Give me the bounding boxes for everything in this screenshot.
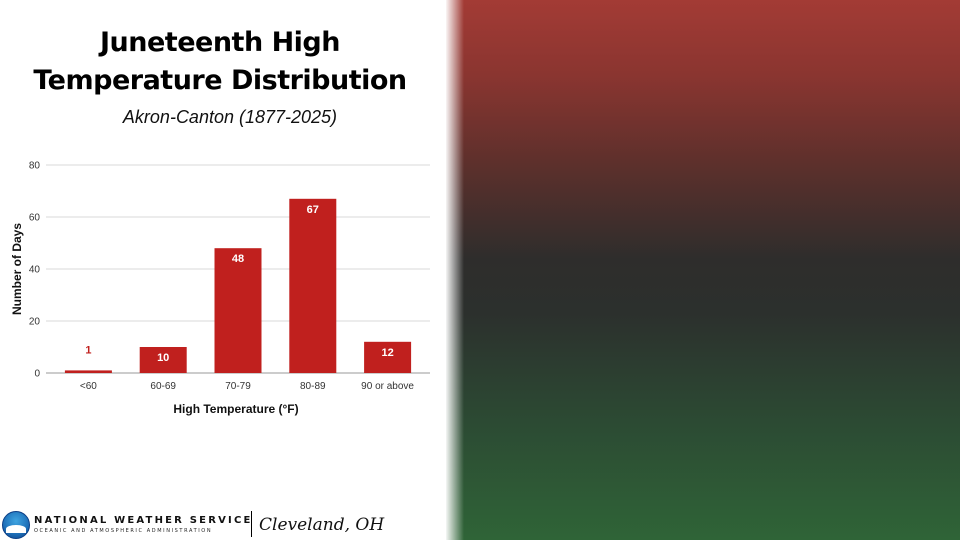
bar-data-label: 48 [232, 253, 244, 265]
y-tick-label: 80 [29, 161, 41, 172]
bar-data-label: 10 [157, 352, 169, 364]
y-tick-label: 40 [29, 265, 41, 276]
bar-data-label: 67 [307, 204, 319, 216]
y-tick-label: 0 [34, 369, 40, 380]
bar [214, 248, 262, 373]
chart-subtitle: Akron-Canton (1877-2025) [122, 107, 338, 127]
nws-org-name: NATIONAL WEATHER SERVICE [34, 515, 253, 526]
bar-data-label: 12 [381, 347, 393, 359]
noaa-logo-icon [2, 511, 30, 539]
x-axis-title: High Temperature (°F) [173, 402, 298, 416]
bar [139, 347, 187, 373]
x-tick-label: 80-89 [300, 381, 326, 392]
bar-data-label: 1 [85, 344, 91, 356]
office-name: Cleveland, OH [259, 515, 385, 535]
bar [289, 198, 337, 373]
bar [364, 341, 412, 373]
nws-org-subtitle: OCEANIC AND ATMOSPHERIC ADMINISTRATION [34, 528, 213, 534]
title-line-1: Juneteenth High [100, 27, 340, 58]
x-tick-label: 90 or above [361, 381, 414, 392]
x-tick-label: <60 [80, 381, 97, 392]
decorative-gradient-panel [446, 0, 960, 540]
bar-chart: 0 20 40 60 80 1 <60 10 60-69 48 70-79 67 80-89 12 90 o… [10, 161, 430, 416]
y-tick-label: 60 [29, 213, 41, 224]
footer-divider [251, 511, 252, 537]
y-axis-title: Number of Days [10, 223, 24, 315]
page-title: Juneteenth High Temperature Distribution [10, 24, 430, 100]
bar [64, 370, 112, 373]
x-tick-label: 70-79 [225, 381, 251, 392]
title-line-2: Temperature Distribution [33, 65, 407, 96]
footer: NATIONAL WEATHER SERVICE OCEANIC AND ATM… [0, 505, 450, 541]
y-tick-label: 20 [29, 317, 41, 328]
x-tick-label: 60-69 [150, 381, 176, 392]
